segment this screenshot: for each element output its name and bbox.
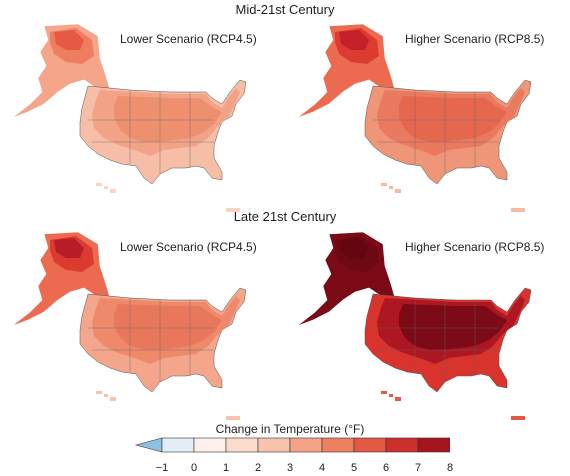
temperature-map bbox=[11, 231, 247, 420]
legend-bin bbox=[257, 437, 291, 453]
conterminous-us bbox=[364, 79, 532, 185]
scenario-label: Higher Scenario (RCP8.5) bbox=[405, 240, 545, 254]
legend-tick-label: 3 bbox=[286, 462, 294, 474]
section-title-mid: Mid-21st Century bbox=[235, 2, 335, 17]
legend-tick-label: 2 bbox=[254, 462, 262, 474]
alaska bbox=[11, 231, 111, 327]
legend-bin bbox=[353, 437, 387, 453]
legend-under-arrow bbox=[134, 437, 163, 453]
hawaii-islands bbox=[96, 183, 240, 212]
legend-title: Change in Temperature (°F) bbox=[215, 422, 365, 436]
alaska bbox=[296, 23, 396, 119]
hawaii-islands bbox=[381, 391, 525, 420]
map-panel: Lower Scenario (RCP4.5) bbox=[0, 18, 285, 218]
legend-tick-label: 6 bbox=[382, 462, 390, 474]
map-panel: Higher Scenario (RCP8.5) bbox=[285, 226, 570, 426]
legend-tick-label: 0 bbox=[190, 462, 198, 474]
conterminous-us bbox=[79, 287, 247, 393]
alaska bbox=[11, 23, 111, 119]
hawaii-islands bbox=[381, 183, 525, 212]
legend-tick-label: 8 bbox=[446, 462, 454, 474]
scenario-label: Higher Scenario (RCP8.5) bbox=[405, 32, 545, 46]
legend-colorbar bbox=[134, 437, 450, 453]
alaska bbox=[296, 231, 396, 327]
map-panel: Lower Scenario (RCP4.5) bbox=[0, 226, 285, 426]
legend-tick-label: −1 bbox=[155, 462, 169, 474]
legend-bin bbox=[321, 437, 355, 453]
hawaii-islands bbox=[96, 391, 240, 420]
legend-bin bbox=[193, 437, 227, 453]
temperature-map bbox=[296, 231, 532, 420]
legend-tick-label: 1 bbox=[222, 462, 230, 474]
map-panel: Higher Scenario (RCP8.5) bbox=[285, 18, 570, 218]
legend-tick-label: 7 bbox=[414, 462, 422, 474]
scenario-label: Lower Scenario (RCP4.5) bbox=[120, 32, 257, 46]
conterminous-us bbox=[364, 287, 532, 393]
legend-tick-label: 5 bbox=[350, 462, 358, 474]
scenario-label: Lower Scenario (RCP4.5) bbox=[120, 240, 257, 254]
temperature-map bbox=[11, 23, 247, 212]
legend-bin bbox=[289, 437, 323, 453]
conterminous-us bbox=[79, 79, 247, 185]
legend-bin bbox=[417, 437, 450, 453]
legend-bin bbox=[225, 437, 259, 453]
legend: Change in Temperature (°F) −1 0 1 2 3 4 5 6 7 8 bbox=[130, 422, 453, 476]
legend-bin bbox=[161, 437, 195, 453]
temperature-map bbox=[296, 23, 532, 212]
legend-tick-label: 4 bbox=[318, 462, 326, 474]
section-title-late: Late 21st Century bbox=[233, 209, 337, 224]
legend-bin bbox=[385, 437, 419, 453]
